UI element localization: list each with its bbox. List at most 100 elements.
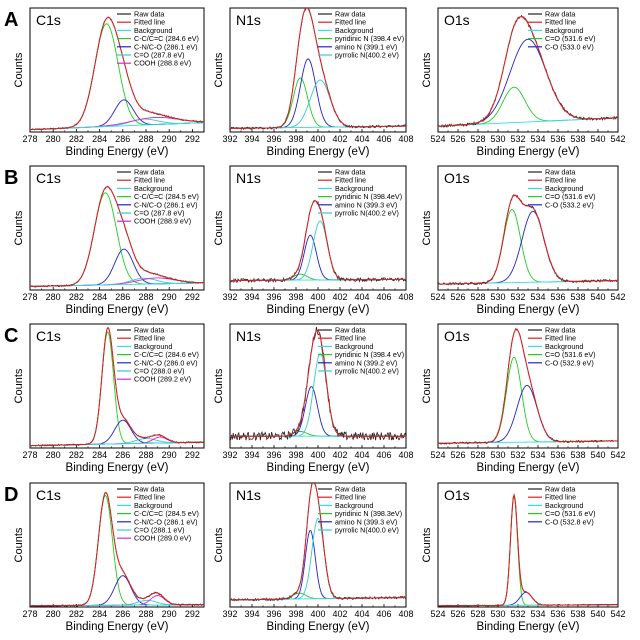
y-axis-label: Counts (421, 52, 433, 87)
legend-entry: Fitted line (335, 18, 366, 27)
x-tick-label: 392 (222, 292, 237, 302)
legend-entry: C=O (287.8 eV) (134, 209, 185, 218)
y-axis-label: Counts (213, 368, 225, 403)
panel-title: O1s (444, 328, 470, 344)
x-tick-label: 402 (332, 450, 347, 460)
legend-entry: Background (134, 342, 172, 351)
legend-entry: C-C/C=C (284.6 eV) (134, 350, 199, 359)
x-tick-label: 534 (530, 609, 545, 619)
fitted-line (30, 326, 204, 447)
legend-entry: Fitted line (545, 493, 576, 502)
legend-entry: COOH (288.8 eV) (134, 59, 191, 68)
xps-panel: 392 394 396 398 400 402 404 406 408 Binding Energ… (213, 7, 414, 158)
legend-entry: Fitted line (335, 334, 366, 343)
curves (30, 185, 204, 288)
x-tick-label: 404 (354, 609, 369, 619)
x-tick-label: 534 (530, 292, 545, 302)
plot-frame (29, 323, 205, 449)
x-tick-label: 392 (222, 609, 237, 619)
y-axis-label: Counts (213, 52, 225, 87)
legend-entry: C=O (288.1 eV) (134, 526, 185, 535)
x-tick-label: 542 (610, 134, 625, 144)
x-tick-label: 392 (222, 450, 237, 460)
plot-frame (229, 7, 407, 133)
x-tick-label: 282 (69, 450, 84, 460)
legend-entry: pyrrolic N(400.2 eV) (335, 51, 399, 60)
xps-panel: 524 526 528 530 532 534 536 538 540 542 Binding En… (421, 323, 626, 474)
legend-entry: C=O (531.6 eV) (545, 350, 596, 359)
x-tick-label: 408 (398, 292, 413, 302)
x-tick-label: 532 (510, 609, 525, 619)
legend-entry: Fitted line (134, 493, 165, 502)
legend-entry: C-C/C=C (284.5 eV) (134, 509, 199, 518)
legend-entry: Raw data (545, 168, 575, 177)
x-tick-label: 284 (92, 134, 107, 144)
x-tick-label: 286 (115, 450, 130, 460)
legend-entry: Fitted line (134, 18, 165, 27)
legend-entry: C=O (531.6 eV) (545, 34, 596, 43)
plot-frame (29, 165, 205, 291)
legend-entry: Raw data (335, 485, 365, 494)
legend-entry: Fitted line (335, 493, 366, 502)
x-tick-label: 398 (288, 450, 303, 460)
x-tick-label: 396 (266, 609, 281, 619)
x-axis-label: Binding Energy (eV) (66, 146, 169, 158)
x-axis-label: Binding Energy (eV) (267, 462, 370, 474)
x-tick-label: 530 (490, 450, 505, 460)
legend-entry: Raw data (545, 485, 575, 494)
x-tick-label: 400 (310, 292, 325, 302)
x-tick-label: 528 (470, 292, 485, 302)
x-tick-label: 280 (46, 609, 61, 619)
x-axis-label: Binding Energy (eV) (477, 304, 580, 316)
legend-entry: Background (545, 342, 583, 351)
x-tick-label: 532 (510, 450, 525, 460)
x-tick-label: 402 (332, 609, 347, 619)
plot-frame (437, 482, 619, 608)
x-tick-label: 532 (510, 134, 525, 144)
panel-title: C1s (36, 12, 61, 28)
legend-entry: C-N/C-O (286.1 eV) (134, 42, 198, 51)
legend-entry: Background (545, 501, 583, 510)
x-tick-label: 542 (610, 292, 625, 302)
curves (230, 483, 406, 602)
fitted-line (438, 16, 618, 127)
x-tick-label: 528 (470, 450, 485, 460)
legend-entry: C=O (287.8 eV) (134, 51, 185, 60)
x-tick-label: 408 (398, 450, 413, 460)
y-axis-label: Counts (421, 210, 433, 245)
x-tick-label: 392 (222, 134, 237, 144)
x-tick-label: 538 (570, 292, 585, 302)
x-tick-label: 394 (244, 292, 259, 302)
x-tick-label: 526 (450, 292, 465, 302)
curves (230, 200, 406, 284)
x-tick-label: 290 (162, 134, 177, 144)
legend-entry: Fitted line (134, 176, 165, 185)
x-tick-label: 542 (610, 450, 625, 460)
panel-title: C1s (36, 170, 61, 186)
legend-entry: pyridinic N (398.4 eV) (335, 350, 404, 359)
legend-entry: C-C/C=C (284.6 eV) (134, 34, 199, 43)
x-tick-label: 290 (162, 292, 177, 302)
xps-panel: 392 394 396 398 400 402 404 406 408 Binding Energ… (213, 165, 414, 316)
legend-entry: Background (335, 26, 373, 35)
legend-entry: C-O (533.2 eV) (545, 200, 594, 209)
legend-entry: Fitted line (335, 176, 366, 185)
xps-panel: 524 526 528 530 532 534 536 538 540 542 Binding En… (421, 482, 626, 633)
x-tick-label: 398 (288, 134, 303, 144)
curves (230, 8, 406, 131)
plot-frame (229, 323, 407, 449)
x-tick-label: 540 (590, 292, 605, 302)
legend-entry: Background (134, 501, 172, 510)
x-tick-label: 288 (138, 134, 153, 144)
x-tick-label: 282 (69, 292, 84, 302)
legend-entry: Background (545, 184, 583, 193)
panel-title: O1s (444, 170, 470, 186)
x-tick-label: 406 (376, 292, 391, 302)
curves (30, 326, 204, 447)
x-tick-label: 288 (138, 292, 153, 302)
legend-entry: COOH (289.0 eV) (134, 534, 191, 543)
